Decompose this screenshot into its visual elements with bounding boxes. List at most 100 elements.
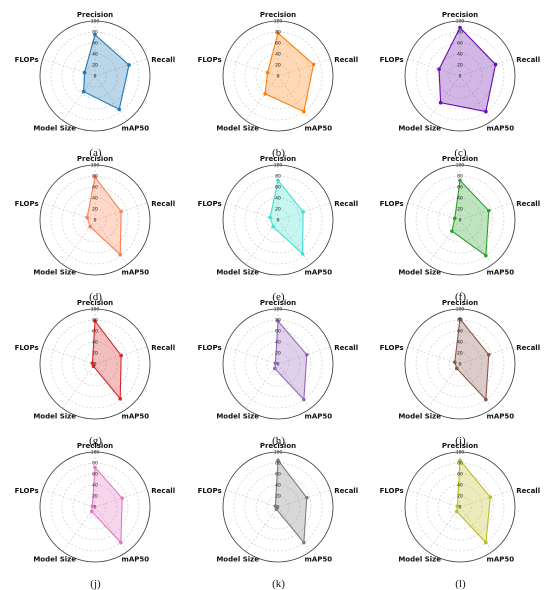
data-point: [91, 364, 96, 369]
data-point: [119, 209, 123, 214]
data-point: [118, 252, 123, 257]
radar-panel: 0 20 40 60 80 100 Precision Recall mAP50 Model Si…: [4, 2, 187, 159]
axis-label: Precision: [77, 442, 113, 450]
data-point: [484, 397, 488, 402]
series-area: [83, 33, 130, 111]
grid-ring: [255, 341, 301, 387]
panel-caption: (a): [89, 147, 102, 159]
data-point: [438, 100, 443, 105]
spoke-line: [94, 202, 148, 221]
spoke-line: [407, 346, 461, 365]
axis-label: mAP50: [305, 555, 333, 563]
series-area: [456, 458, 491, 544]
axis-label: Model Size: [398, 268, 441, 276]
spoke-line: [94, 219, 128, 265]
tick-label: 80: [92, 30, 98, 36]
grid-ring: [233, 319, 323, 409]
panel-caption: (f): [455, 291, 466, 303]
panel-caption: (g): [89, 435, 102, 447]
grid-ring: [72, 341, 118, 387]
grid-ring: [255, 53, 301, 99]
axis-label: Precision: [442, 155, 478, 163]
tick-label: 100: [91, 163, 100, 169]
tick-label: 20: [275, 494, 281, 500]
tick-label: 40: [275, 196, 281, 202]
data-point: [127, 63, 131, 67]
outer-ring: [222, 164, 334, 276]
grid-ring: [244, 186, 312, 254]
axis-label: Precision: [260, 442, 296, 450]
data-point: [276, 178, 280, 183]
tick-label: 60: [275, 185, 281, 191]
spoke-line: [42, 489, 96, 508]
radar-panel: 0 20 40 60 80 100 Precision Recall mAP50 Model Si…: [187, 433, 370, 590]
grid-ring: [415, 175, 505, 265]
radar-chart-grid: 0 20 40 60 80 100 Precision Recall mAP50 Model Si…: [4, 2, 550, 590]
data-point: [119, 540, 123, 545]
tick-label: 100: [91, 19, 100, 25]
data-point: [302, 109, 306, 114]
data-point: [458, 25, 462, 30]
tick-label: 100: [91, 307, 100, 313]
spoke-line: [94, 489, 148, 508]
outer-ring: [222, 451, 334, 563]
spoke-line: [94, 75, 128, 121]
grid-ring: [233, 31, 323, 121]
tick-label: 0: [277, 74, 280, 80]
grid-ring: [233, 175, 323, 265]
grid-ring: [266, 64, 290, 88]
spoke-line: [459, 219, 493, 265]
spoke-line: [459, 346, 513, 365]
data-point: [276, 31, 280, 35]
grid-ring: [83, 64, 107, 88]
tick-label: 20: [275, 63, 281, 69]
tick-label: 100: [456, 163, 465, 169]
data-point: [454, 509, 459, 514]
tick-label: 60: [275, 329, 281, 335]
radar-panel: 0 20 40 60 80 100 Precision Recall mAP50 Model Si…: [369, 290, 550, 447]
spoke-line: [245, 75, 279, 121]
tick-label: 60: [457, 329, 463, 335]
data-point: [302, 540, 306, 545]
tick-label: 100: [91, 450, 100, 456]
axis-label: FLOPs: [15, 487, 39, 495]
data-point: [271, 224, 275, 229]
tick-label: 40: [92, 483, 98, 489]
spoke-line: [42, 58, 96, 77]
axis-label: Recall: [334, 56, 358, 64]
tick-label: 80: [457, 30, 463, 36]
spoke-line: [407, 202, 461, 221]
tick-label: 40: [457, 483, 463, 489]
data-point: [458, 458, 462, 463]
tick-label: 20: [275, 207, 281, 213]
tick-label: 0: [459, 505, 462, 511]
tick-label: 60: [457, 185, 463, 191]
tick-label: 20: [457, 207, 463, 213]
grid-ring: [266, 352, 290, 376]
tick-label: 80: [275, 30, 281, 36]
axis-label: Model Size: [216, 412, 259, 420]
tick-label: 100: [456, 19, 465, 25]
tick-label: 20: [275, 351, 281, 357]
panel-caption: (e): [272, 291, 285, 303]
tick-label: 40: [92, 196, 98, 202]
spoke-line: [459, 58, 513, 77]
spoke-line: [407, 489, 461, 508]
grid-ring: [72, 197, 118, 243]
tick-label: 80: [275, 461, 281, 467]
tick-label: 80: [92, 461, 98, 467]
tick-label: 0: [459, 362, 462, 368]
tick-label: 40: [275, 483, 281, 489]
data-point: [458, 317, 462, 321]
outer-ring: [222, 308, 334, 420]
spoke-line: [62, 75, 96, 121]
axis-label: FLOPs: [198, 344, 222, 352]
tick-label: 100: [274, 19, 283, 25]
tick-label: 80: [275, 318, 281, 324]
radar-panel: 0 20 40 60 80 100 Precision Recall mAP50 Model Si…: [4, 433, 187, 590]
radar-panel: 0 20 40 60 80 100 Precision Recall mAP50 Model Si…: [369, 2, 550, 159]
data-point: [276, 319, 280, 323]
axis-label: Recall: [151, 487, 175, 495]
radar-panel: 0 20 40 60 80 100 Precision Recall mAP50 Model Si…: [187, 146, 370, 303]
